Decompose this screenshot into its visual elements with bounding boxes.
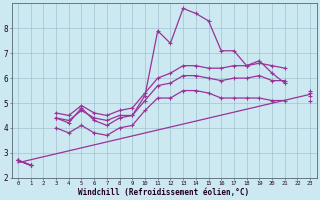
X-axis label: Windchill (Refroidissement éolien,°C): Windchill (Refroidissement éolien,°C) (78, 188, 250, 197)
